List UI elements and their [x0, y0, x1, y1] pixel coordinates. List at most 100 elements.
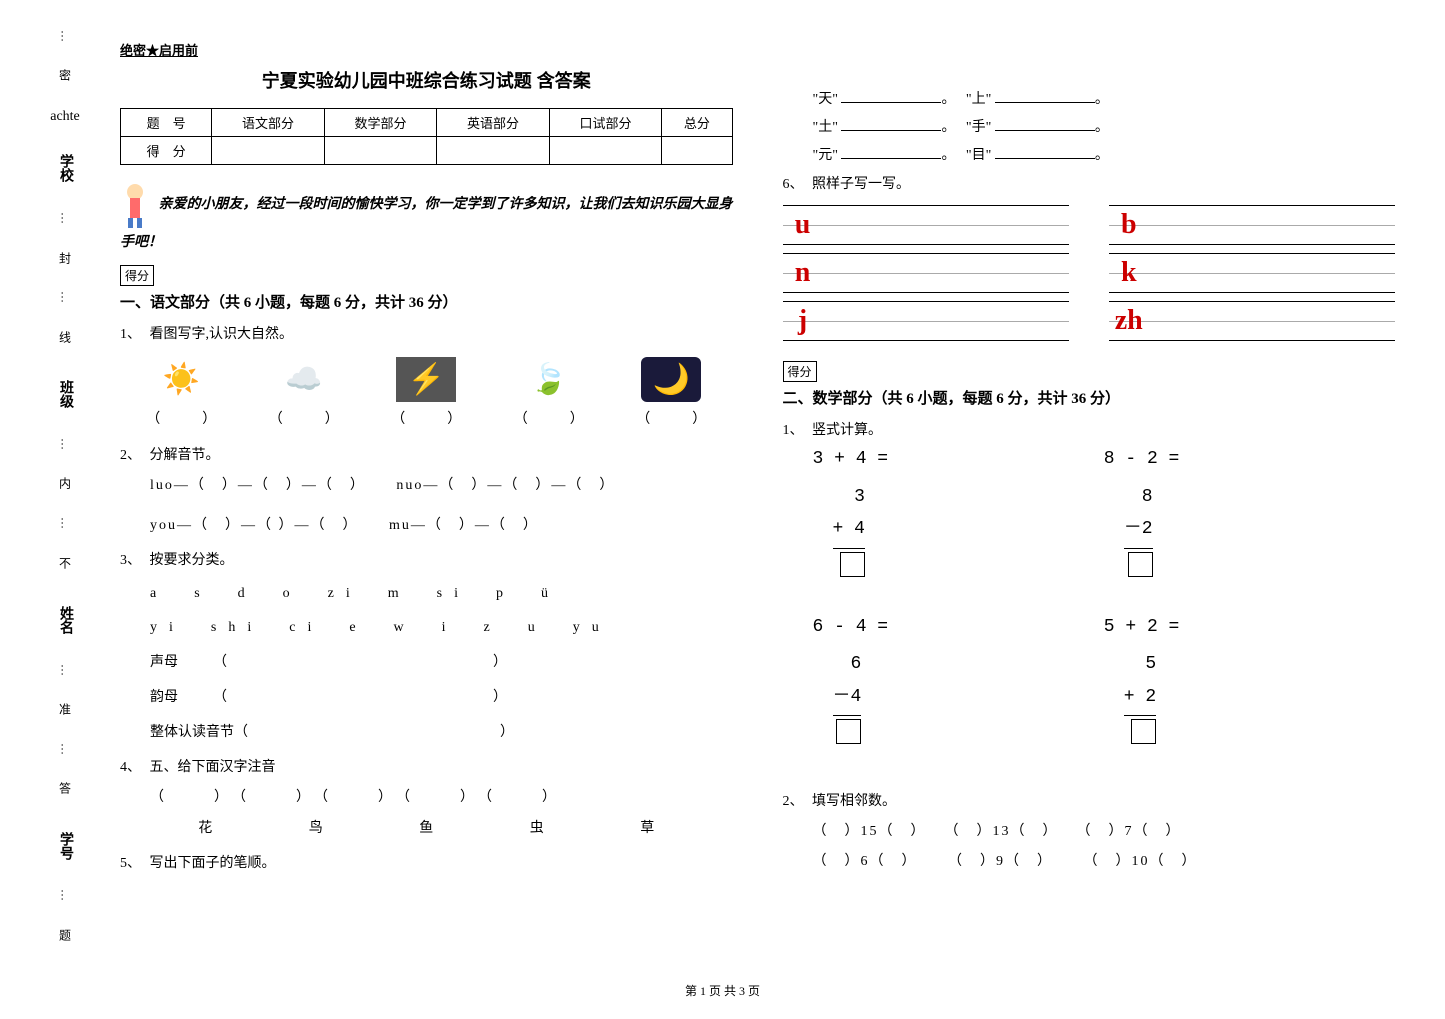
q3-g1: 声母 （ ）: [150, 650, 733, 675]
margin-dotted-0: 密: [57, 69, 74, 89]
math-3-box: [1131, 719, 1156, 744]
q1-img-0: ☀️ （ ）: [146, 357, 216, 432]
math-2-op: －4: [833, 681, 862, 713]
q6-rest-0b: [1149, 205, 1395, 245]
s2-q2-line2: （ ）6（ ） （ ）9（ ） （ ）10（ ）: [813, 849, 1366, 874]
q1-blank-0: （ ）: [146, 407, 216, 432]
q5-suf-2: 。: [941, 120, 948, 135]
math-1: 8 - 2 = 8 －2: [1104, 443, 1395, 591]
q5-num: 5、: [120, 856, 141, 871]
math-2: 6 - 4 = 6 －4: [813, 611, 1104, 759]
q4: 4、 五、给下面汉字注音 （ ） （ ） （ ） （ ） （ ） 花 鸟 鱼 虫…: [120, 755, 733, 841]
math-1-top: 8: [1124, 481, 1153, 513]
margin-dotted-dc: …: [58, 664, 73, 684]
q5-char-1: 上: [972, 92, 986, 107]
s2-q1-text: 竖式计算。: [812, 423, 882, 438]
s2-q2-num: 2、: [783, 794, 804, 809]
q1: 1、 看图写字,认识大自然。 ☀️ （ ） ☁️ （ ） ⚡ （ ） 🍃: [120, 322, 733, 432]
q6-letter-b: b: [1109, 205, 1149, 245]
margin-dotted-de: …: [58, 438, 73, 458]
q6-cell-2b: zh: [1109, 301, 1395, 341]
math-0-vert: 3 + 4: [833, 481, 865, 591]
score-value-label: 得 分: [121, 137, 212, 165]
q3-row2: yi shi ci e w i z u yu: [150, 615, 733, 640]
math-3-eq: 5 + 2 =: [1104, 611, 1395, 643]
math-1-eq: 8 - 2 =: [1104, 443, 1395, 475]
q5-char-5: 目: [972, 148, 986, 163]
q2-line1b: nuo—（ ）—（ ）—（ ）: [396, 478, 615, 493]
math-2-box: [836, 719, 861, 744]
q2-line1a: luo—（ ）—（ ）—（ ）: [150, 478, 359, 493]
math-3-line: [1124, 715, 1156, 756]
q5-row1: "天" 。 "上" 。: [813, 88, 1396, 108]
q2-num: 2、: [120, 448, 141, 463]
score-value-3: [437, 137, 550, 165]
q3-g3: 整体认读音节（ ）: [150, 720, 733, 745]
q3-num: 3、: [120, 553, 141, 568]
math-0-top: 3: [833, 481, 865, 513]
q1-images: ☀️ （ ） ☁️ （ ） ⚡ （ ） 🍃 （ ） 🌙: [120, 357, 733, 432]
intro: 亲爱的小朋友，经过一段时间的愉快学习，你一定学到了许多知识，让我们去知识乐园大显…: [120, 180, 733, 255]
q4-char-0: 花: [198, 816, 212, 841]
intro-text: 亲爱的小朋友，经过一段时间的愉快学习，你一定学到了许多知识，让我们去知识乐园大显…: [120, 197, 733, 250]
leaf-icon: 🍃: [519, 357, 579, 402]
q5-suf-4: 。: [941, 148, 948, 163]
column-right: "天" 。 "上" 。 "土" 。 "手" 。 "元" 。 "目" 。 6、 照…: [773, 40, 1406, 886]
q5-suf-0: 。: [941, 92, 948, 107]
math-2-eq: 6 - 4 =: [813, 611, 1104, 643]
q1-blank-3: （ ）: [514, 407, 584, 432]
q4-char-2: 鱼: [419, 816, 433, 841]
score-table-value-row: 得 分: [121, 137, 733, 165]
q3-row1: a s d o zi m si p ü: [150, 581, 733, 606]
q1-blank-2: （ ）: [391, 407, 461, 432]
score-value-4: [549, 137, 662, 165]
math-0-op: + 4: [833, 513, 865, 545]
q6-rest-2b: [1149, 301, 1395, 341]
math-0: 3 + 4 = 3 + 4: [813, 443, 1104, 591]
q6-num: 6、: [783, 177, 804, 192]
margin-dotted-da: …: [58, 889, 73, 909]
math-2-line: [833, 715, 862, 756]
q6-cell-1b: k: [1109, 253, 1395, 293]
s2-q2: 2、 填写相邻数。 （ ）15（ ） （ ）13（ ） （ ）7（ ） （ ）6…: [783, 789, 1396, 875]
margin-dotted-2: 线: [57, 331, 74, 351]
s2-q1: 1、 竖式计算。 3 + 4 = 3 + 4 8 - 2 = 8 －2: [783, 418, 1396, 778]
margin-dotted-dg: …: [58, 212, 73, 232]
q5-row2: "土" 。 "手" 。: [813, 116, 1396, 136]
sun-icon: ☀️: [151, 357, 211, 402]
q5-blank-4: [841, 145, 941, 159]
score-header-2: 数学部分: [324, 109, 437, 137]
q6-cell-0b: b: [1109, 205, 1395, 245]
q3: 3、 按要求分类。 a s d o zi m si p ü yi shi ci …: [120, 548, 733, 745]
q1-img-3: 🍃 （ ）: [514, 357, 584, 432]
score-value-1: [212, 137, 325, 165]
s2-q1-num: 1、: [783, 423, 804, 438]
score-header-5: 总分: [662, 109, 732, 137]
q1-img-2: ⚡ （ ）: [391, 357, 461, 432]
q6-cell-2a: j: [783, 301, 1069, 341]
q6-rest-0a: [823, 205, 1069, 245]
q6-letter-j: j: [783, 301, 823, 341]
score-value-5: [662, 137, 732, 165]
math-0-eq: 3 + 4 =: [813, 443, 1104, 475]
q1-img-4: 🌙 （ ）: [636, 357, 706, 432]
q5-blank-5: [995, 145, 1095, 159]
q2-line2: you—（ ）—（ ）—（ ） mu—（ ）—（ ）: [150, 513, 733, 538]
math-1-op: －2: [1124, 513, 1153, 545]
q1-num: 1、: [120, 327, 141, 342]
score-table: 题 号 语文部分 数学部分 英语部分 口试部分 总分 得 分: [120, 108, 733, 165]
q6-letter-zh: zh: [1109, 301, 1149, 341]
margin-dotted-dd: …: [58, 517, 73, 537]
q6-letter-n: n: [783, 253, 823, 293]
section2-start: 得分: [783, 361, 1396, 382]
margin-dotted-db: …: [58, 743, 73, 763]
q1-blank-4: （ ）: [636, 407, 706, 432]
math-3: 5 + 2 = 5 + 2: [1104, 611, 1395, 759]
paper-title: 宁夏实验幼儿园中班综合练习试题 含答案: [120, 67, 733, 93]
q5-char-2: 土: [818, 120, 832, 135]
q6-grid-0: u b: [783, 205, 1396, 245]
q5-suf-1: 。: [1095, 92, 1109, 107]
content: 绝密★启用前 宁夏实验幼儿园中班综合练习试题 含答案 题 号 语文部分 数学部分…: [110, 40, 1405, 886]
score-header-3: 英语部分: [437, 109, 550, 137]
score-header-1: 语文部分: [212, 109, 325, 137]
